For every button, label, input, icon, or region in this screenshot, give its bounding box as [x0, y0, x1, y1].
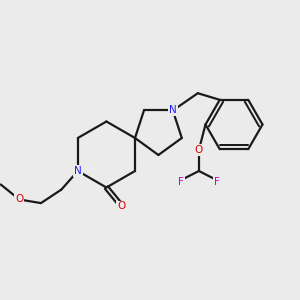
Text: O: O — [15, 194, 23, 205]
Text: O: O — [195, 145, 203, 155]
Text: F: F — [214, 177, 220, 188]
Text: F: F — [178, 177, 184, 188]
Text: N: N — [74, 166, 82, 176]
Text: O: O — [117, 201, 125, 212]
Text: N: N — [169, 106, 177, 116]
